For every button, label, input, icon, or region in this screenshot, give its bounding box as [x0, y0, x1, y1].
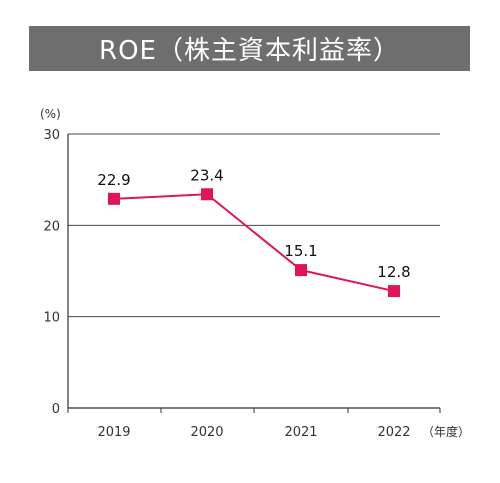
- chart-title: ROE（株主資本利益率）: [99, 36, 400, 66]
- data-labels: 22.9 23.4 15.1 12.8: [97, 166, 410, 281]
- x-tick-label: 2022: [377, 425, 410, 440]
- tick-labels: 0 10 20 30 (%) 2019 2020 2021 2022 （年度）: [40, 107, 470, 440]
- data-label: 15.1: [284, 242, 317, 260]
- data-point-marker: [201, 188, 213, 201]
- y-tick-label: 0: [52, 402, 60, 417]
- y-unit-label: (%): [40, 107, 61, 121]
- data-point-marker: [295, 264, 307, 277]
- data-point-marker: [388, 285, 400, 298]
- x-tick-label: 2019: [97, 425, 130, 440]
- x-unit-label: （年度）: [422, 424, 470, 439]
- y-tick-label: 20: [43, 219, 60, 234]
- data-label: 23.4: [190, 166, 223, 184]
- series-line: [113, 193, 395, 293]
- y-tick-label: 30: [43, 128, 60, 143]
- x-tick-label: 2020: [190, 425, 223, 440]
- data-point-marker: [108, 192, 120, 205]
- series: [108, 188, 400, 298]
- chart-title-banner: ROE（株主資本利益率）: [29, 26, 470, 71]
- x-tick-label: 2021: [284, 425, 317, 440]
- data-label: 22.9: [97, 171, 130, 189]
- y-tick-label: 10: [43, 311, 60, 326]
- axes: [67, 134, 441, 413]
- data-label: 12.8: [377, 263, 410, 281]
